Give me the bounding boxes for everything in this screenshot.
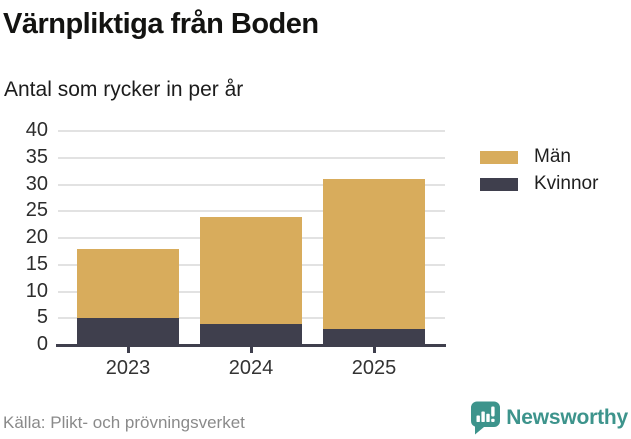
y-axis-tick-label: 5 <box>36 306 48 329</box>
y-axis-tick-label: 25 <box>25 199 48 222</box>
bar-män-2024 <box>200 216 302 324</box>
legend-label: Kvinnor <box>534 173 599 194</box>
newsworthy-logo: Newsworthy <box>470 401 628 435</box>
legend-item-kvinnor: Kvinnor <box>480 173 598 195</box>
y-axis-tick-label: 0 <box>36 333 48 356</box>
bar-kvinnor-2024 <box>200 323 302 345</box>
x-axis-tick <box>126 347 130 353</box>
chart-title: Värnpliktiga från Boden <box>3 8 319 40</box>
bar-män-2023 <box>77 248 179 319</box>
legend-item-män: Män <box>480 146 598 168</box>
y-axis-tick-label: 15 <box>25 252 48 275</box>
x-axis-line <box>56 344 446 347</box>
bar-kvinnor-2023 <box>77 318 179 345</box>
newsworthy-icon <box>471 401 501 435</box>
x-axis-tick-label: 2025 <box>351 357 397 379</box>
x-axis-tick <box>249 347 253 353</box>
x-axis-tick <box>372 347 376 353</box>
legend-swatch-kvinnor <box>480 177 518 191</box>
newsworthy-wordmark: Newsworthy <box>506 406 628 429</box>
gridline <box>58 183 445 186</box>
chart-subtitle: Antal som rycker in per år <box>4 78 244 101</box>
y-axis-tick-label: 20 <box>25 226 48 249</box>
gridline <box>58 156 445 159</box>
y-axis-tick-label: 30 <box>25 172 48 195</box>
y-axis-tick-label: 40 <box>25 119 48 142</box>
legend-swatch-män <box>480 150 518 164</box>
source-note: Källa: Plikt- och prövningsverket <box>3 413 245 432</box>
chart-legend: Män Kvinnor <box>480 146 598 195</box>
legend-label: Män <box>534 146 571 167</box>
bar-män-2025 <box>323 179 425 329</box>
y-axis-tick-label: 10 <box>25 279 48 302</box>
x-axis-tick-label: 2023 <box>105 357 151 379</box>
y-axis-tick-label: 35 <box>25 145 48 168</box>
gridline <box>58 210 445 213</box>
gridline <box>58 130 445 132</box>
bar-kvinnor-2025 <box>323 328 425 345</box>
x-axis-tick-label: 2024 <box>228 357 274 379</box>
